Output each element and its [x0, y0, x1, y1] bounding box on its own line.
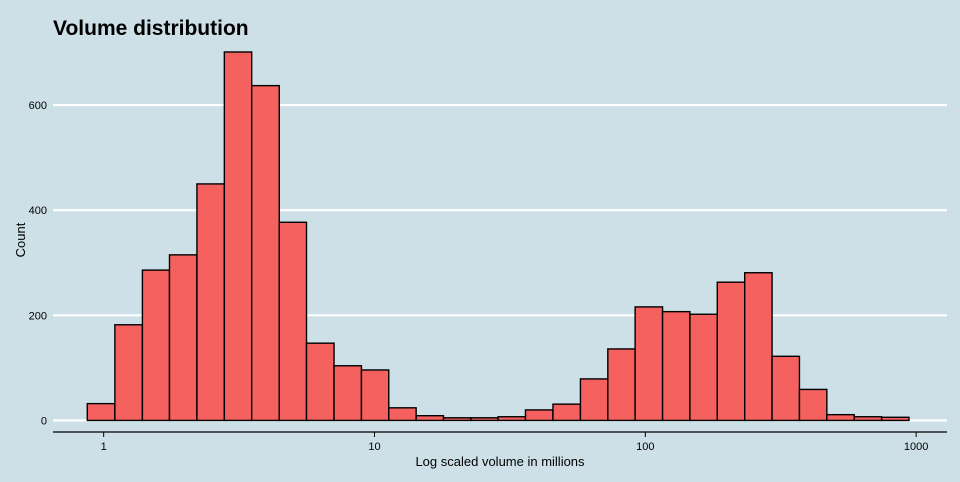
- y-axis-ticks: 0 200 400 600: [29, 100, 47, 427]
- histogram-bar: [661, 310, 691, 422]
- histogram-bar: [333, 365, 363, 422]
- y-axis-label: Count: [13, 222, 28, 257]
- histogram-bar: [771, 355, 801, 422]
- x-axis-ticks: 1 10 100 1000: [101, 432, 928, 453]
- x-tick-label: 100: [636, 441, 654, 453]
- histogram-bar: [880, 416, 910, 422]
- x-tick-label: 1000: [904, 441, 928, 453]
- histogram-bar: [579, 378, 609, 422]
- histogram-bar: [826, 413, 855, 422]
- histogram-bar: [250, 84, 280, 422]
- histogram-bar: [552, 403, 582, 422]
- histogram-bar: [634, 306, 664, 422]
- histogram-bar: [168, 254, 198, 422]
- histogram-bar: [744, 272, 773, 422]
- histogram-bar: [524, 409, 554, 422]
- y-tick-label: 0: [41, 415, 47, 427]
- histogram-bar: [798, 388, 828, 422]
- x-tick-label: 10: [368, 441, 380, 453]
- histogram-bar: [716, 281, 746, 422]
- histogram-bar: [470, 417, 499, 422]
- chart-title: Volume distribution: [53, 17, 249, 40]
- histogram-bar: [442, 417, 472, 422]
- y-tick-label: 600: [29, 100, 47, 112]
- histogram-bar: [360, 369, 390, 422]
- histogram-bar: [305, 342, 335, 422]
- histogram-bars: [86, 51, 910, 422]
- y-tick-label: 400: [29, 205, 47, 217]
- histogram-bar: [141, 269, 171, 422]
- histogram-bar: [853, 416, 883, 422]
- histogram-bar: [196, 183, 226, 422]
- histogram-bar: [86, 402, 116, 422]
- x-tick-label: 1: [101, 441, 107, 453]
- histogram-bar: [689, 313, 718, 422]
- histogram-bar: [415, 415, 445, 422]
- histogram-bar: [388, 407, 417, 422]
- x-axis-label: Log scaled volume in millions: [415, 454, 585, 469]
- histogram-bar: [607, 348, 636, 422]
- histogram-bar: [223, 51, 253, 422]
- histogram-bar: [114, 324, 144, 422]
- histogram-bar: [278, 221, 308, 422]
- histogram-bar: [497, 416, 527, 422]
- y-tick-label: 200: [29, 310, 47, 322]
